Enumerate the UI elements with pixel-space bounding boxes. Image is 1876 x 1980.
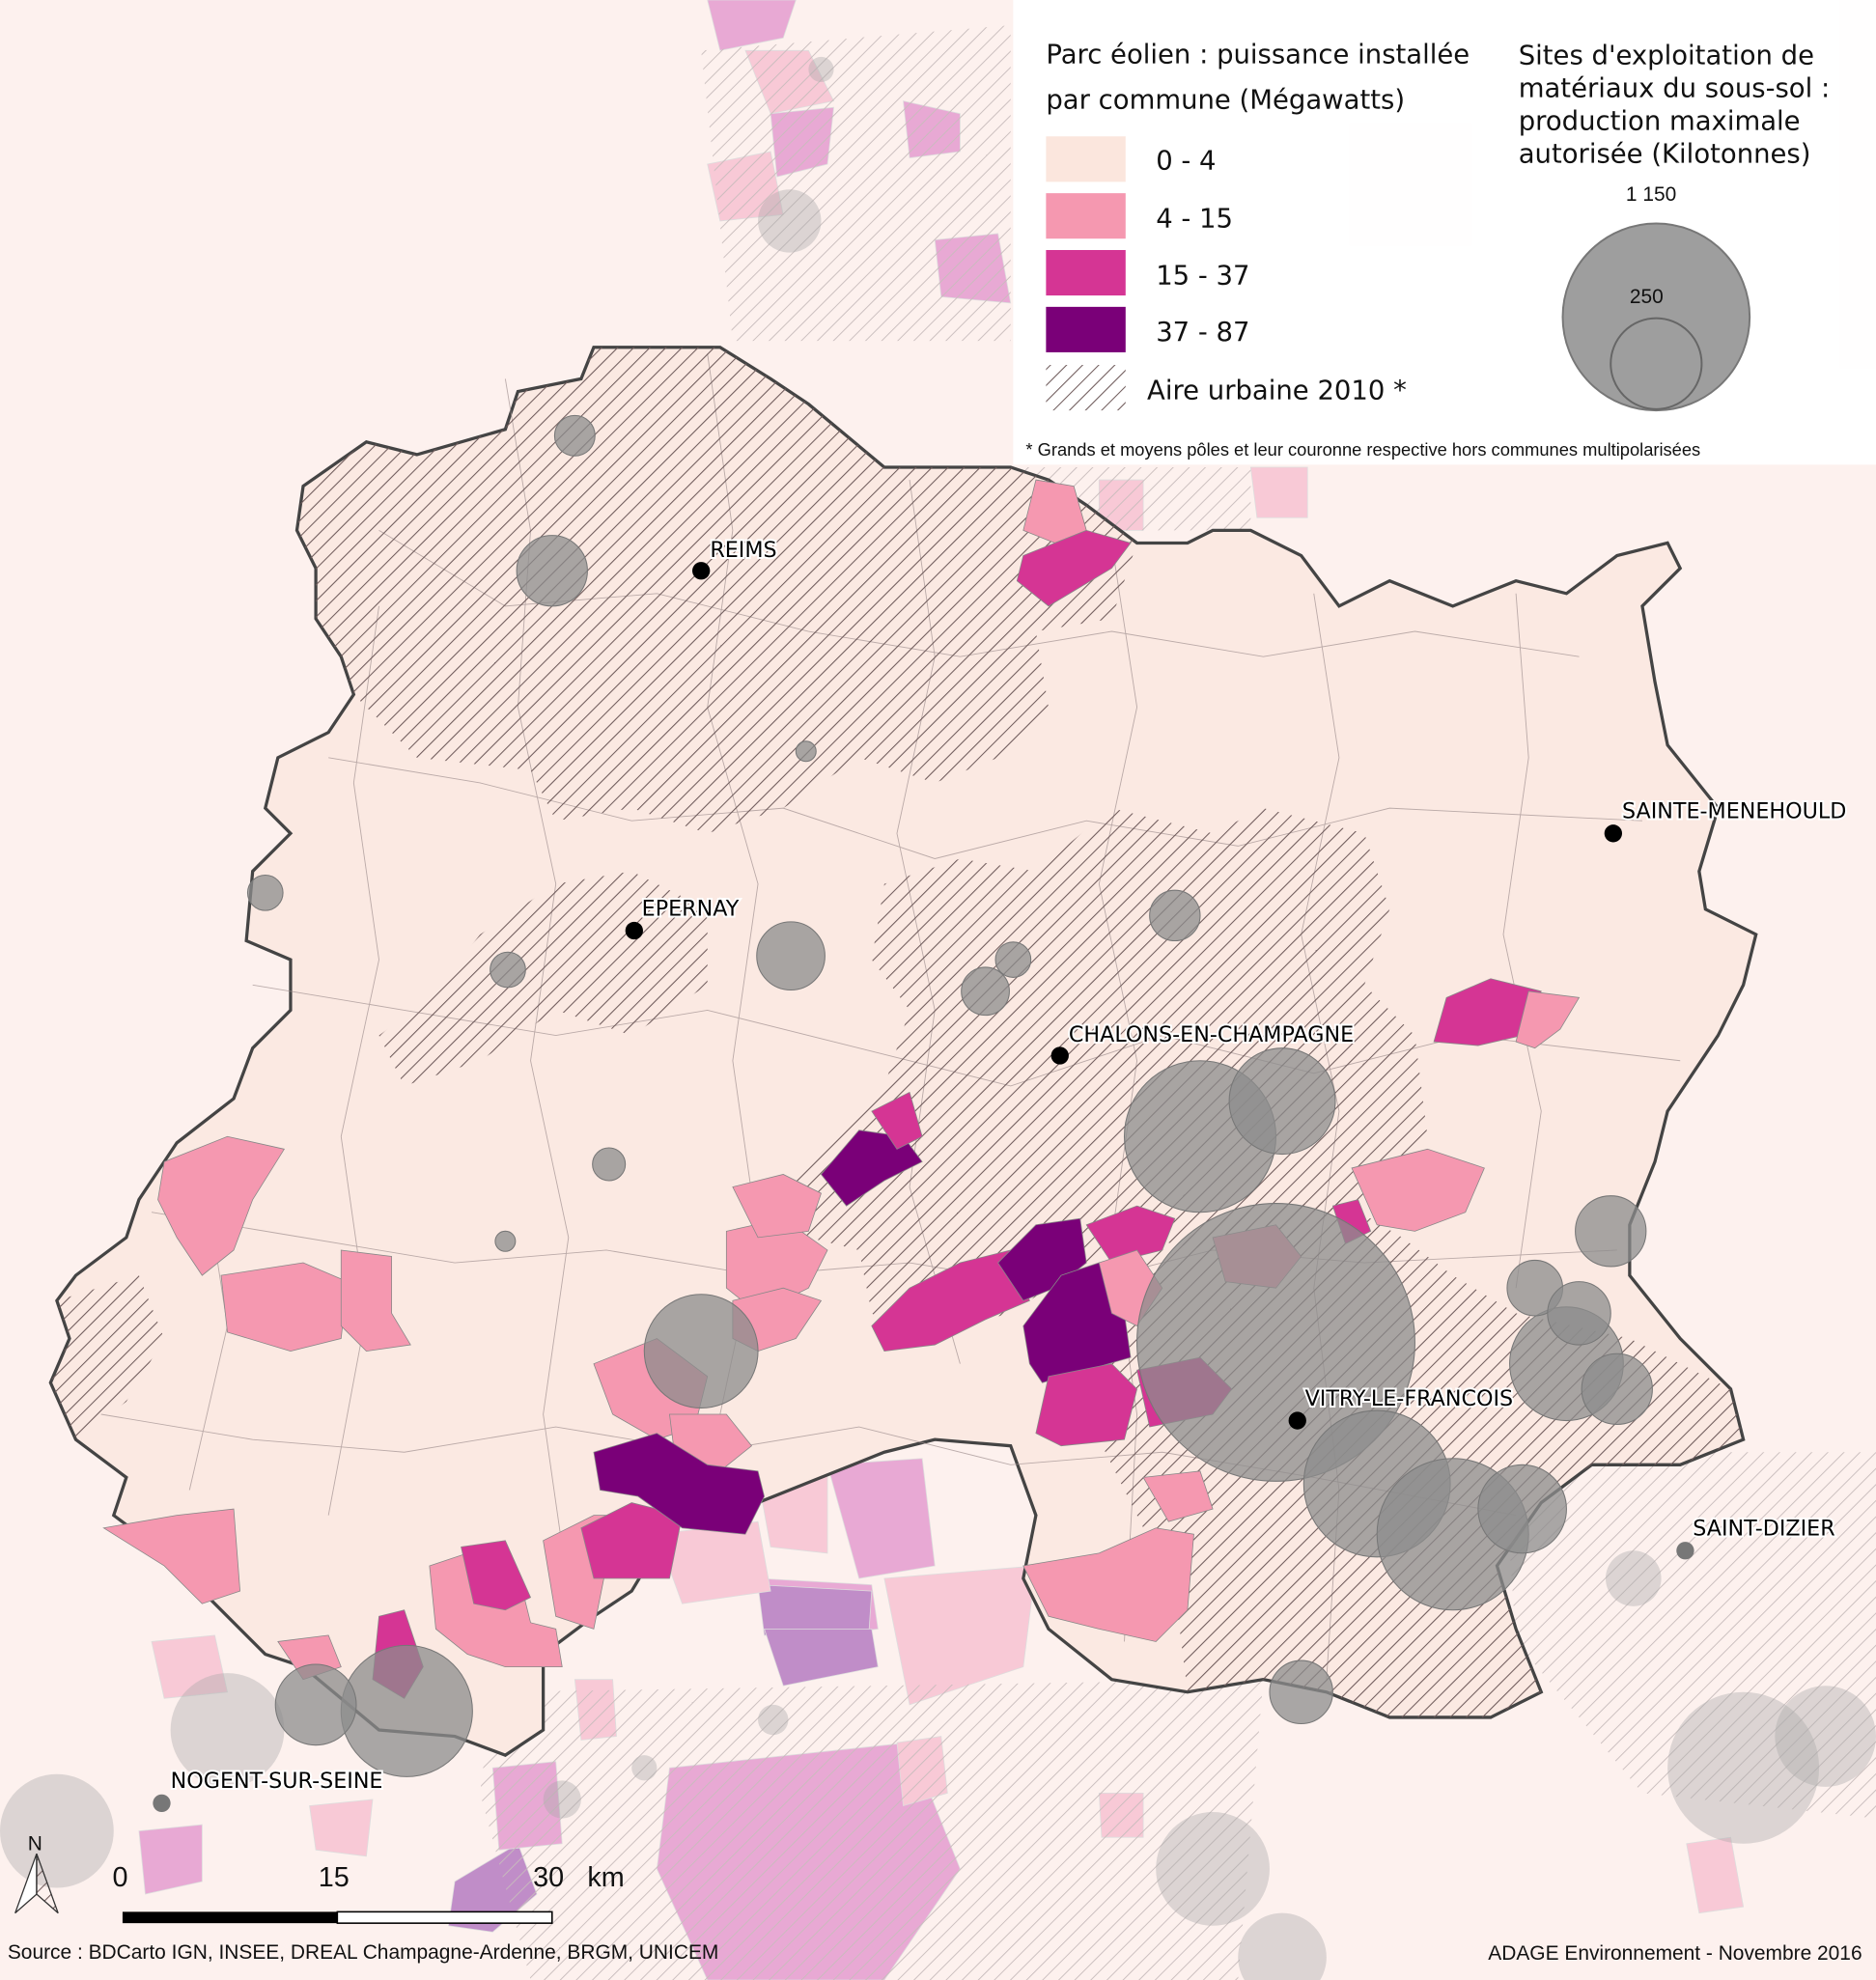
wind-power-communes bbox=[102, 479, 1581, 1699]
source-text: Source : BDCarto IGN, INSEE, DREAL Champ… bbox=[8, 1941, 719, 1964]
wind-legend-title-2: par commune (Mégawatts) bbox=[1046, 85, 1405, 115]
north-arrow: N bbox=[14, 1832, 59, 1914]
legend-swatch-15-37 bbox=[1046, 249, 1126, 296]
svg-text:1 150: 1 150 bbox=[1626, 183, 1676, 206]
sites-legend-title-1: Sites d'exploitation de bbox=[1519, 42, 1814, 71]
legend-circle-250 bbox=[1610, 317, 1703, 410]
svg-text:CHALONS-EN-CHAMPAGNE: CHALONS-EN-CHAMPAGNE bbox=[1069, 1022, 1354, 1047]
city-vitry-le-francois: VITRY-LE-FRANCOIS bbox=[1288, 1384, 1515, 1430]
legend-swatch-37-87 bbox=[1046, 306, 1126, 352]
legend-swatch-urban-area bbox=[1046, 365, 1126, 411]
wind-legend-title: Parc éolien : puissance installée bbox=[1046, 40, 1470, 70]
svg-text:250: 250 bbox=[1630, 286, 1664, 308]
svg-text:4 - 15: 4 - 15 bbox=[1156, 204, 1233, 234]
city-saint-dizier: SAINT-DIZIER bbox=[1676, 1515, 1837, 1560]
svg-text:15 - 37: 15 - 37 bbox=[1156, 261, 1249, 291]
legend-footnote: * Grands et moyens pôles et leur couronn… bbox=[1025, 439, 1700, 460]
urban-area-reims bbox=[296, 347, 1137, 834]
svg-text:EPERNAY: EPERNAY bbox=[642, 896, 740, 921]
svg-text:REIMS: REIMS bbox=[710, 538, 776, 563]
svg-text:VITRY-LE-FRANCOIS: VITRY-LE-FRANCOIS bbox=[1305, 1386, 1514, 1411]
svg-text:37 - 87: 37 - 87 bbox=[1156, 318, 1249, 348]
svg-text:N: N bbox=[28, 1832, 42, 1855]
svg-text:0: 0 bbox=[112, 1862, 127, 1893]
svg-text:0 - 4: 0 - 4 bbox=[1156, 146, 1216, 176]
svg-text:autorisée (Kilotonnes): autorisée (Kilotonnes) bbox=[1519, 140, 1811, 170]
legend-background bbox=[1013, 0, 1876, 465]
svg-text:NOGENT-SUR-SEINE: NOGENT-SUR-SEINE bbox=[171, 1769, 383, 1794]
legend-swatch-4-15 bbox=[1046, 193, 1126, 239]
scale-bar: 0 15 30 km bbox=[112, 1862, 625, 1924]
svg-text:Aire urbaine 2010 *: Aire urbaine 2010 * bbox=[1147, 376, 1407, 405]
urban-area-epernay bbox=[378, 871, 708, 1086]
city-sainte-menehould: SAINTE-MENEHOULD bbox=[1604, 797, 1848, 843]
city-nogent-sur-seine: NOGENT-SUR-SEINE bbox=[153, 1767, 384, 1813]
legend: Parc éolien : puissance installée par co… bbox=[1013, 0, 1876, 465]
city-epernay: EPERNAY bbox=[625, 894, 742, 940]
urban-area-west bbox=[50, 1275, 165, 1440]
svg-text:km: km bbox=[587, 1862, 624, 1893]
svg-text:30: 30 bbox=[533, 1862, 564, 1893]
extraction-sites bbox=[246, 414, 1653, 1777]
svg-text:SAINT-DIZIER: SAINT-DIZIER bbox=[1693, 1517, 1834, 1542]
neighbor-urban-areas bbox=[480, 25, 1876, 1980]
svg-text:matériaux du sous-sol :: matériaux du sous-sol : bbox=[1519, 74, 1831, 104]
legend-circle-1150 bbox=[1561, 222, 1751, 412]
svg-text:SAINTE-MENEHOULD: SAINTE-MENEHOULD bbox=[1622, 799, 1846, 824]
legend-swatch-0-4 bbox=[1046, 136, 1126, 182]
svg-text:15: 15 bbox=[319, 1862, 350, 1893]
city-reims: REIMS bbox=[692, 536, 779, 580]
city-chalons-en-champagne: CHALONS-EN-CHAMPAGNE bbox=[1050, 1020, 1356, 1065]
svg-text:production maximale: production maximale bbox=[1519, 107, 1801, 137]
credit-text: ADAGE Environnement - Novembre 2016 bbox=[1488, 1942, 1862, 1965]
neighbor-sites bbox=[0, 56, 1876, 1980]
